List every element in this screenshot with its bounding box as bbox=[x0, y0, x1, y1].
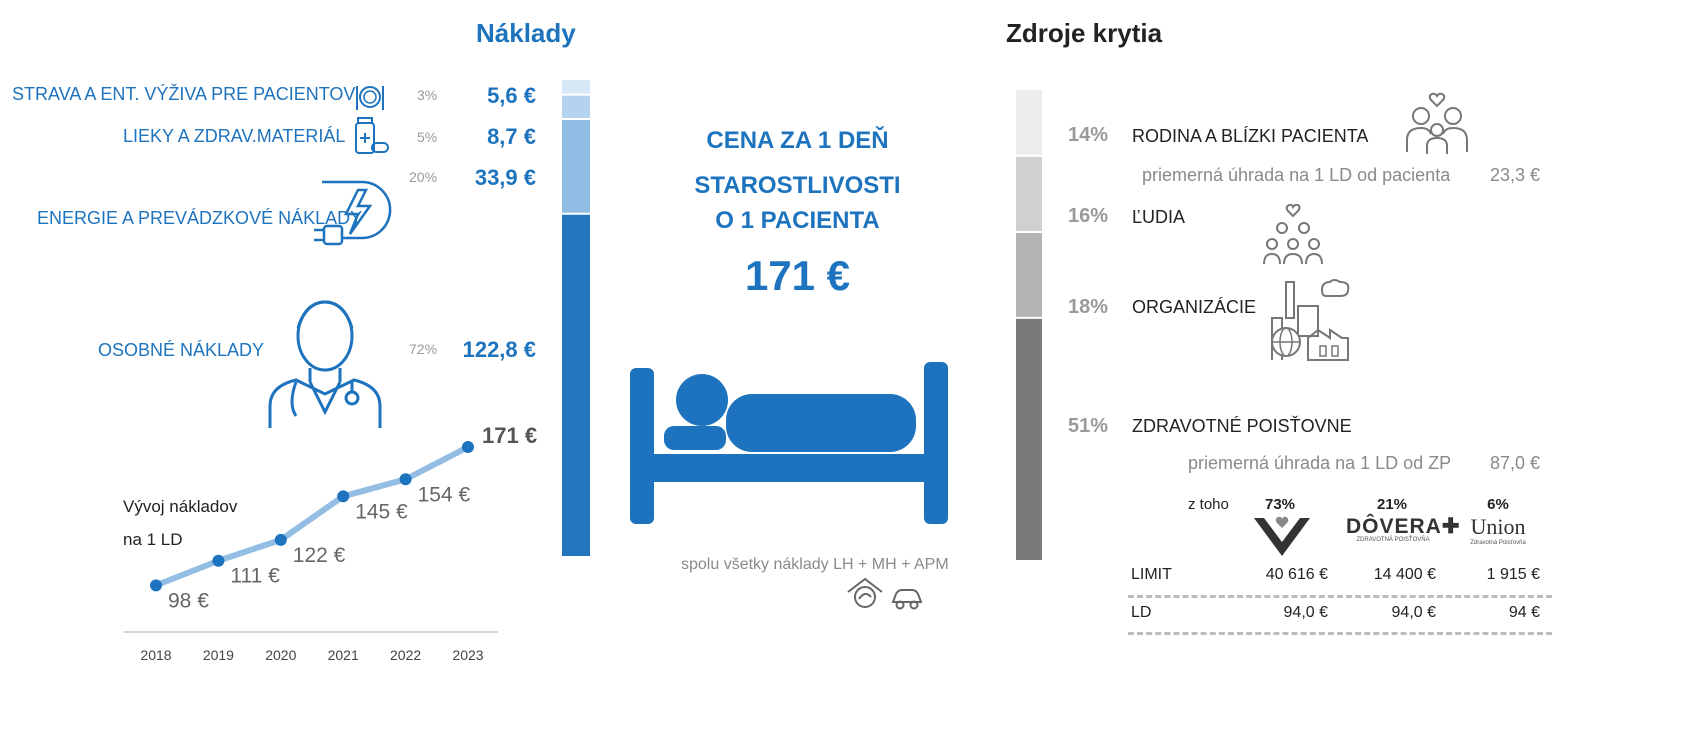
price-caption-line2: STAROSTLIVOSTI bbox=[694, 172, 901, 199]
costs-stacked-bar bbox=[562, 80, 590, 556]
food-plate-icon bbox=[356, 86, 384, 110]
vszp-logo bbox=[1254, 516, 1310, 556]
insurer-pct-vszp: 73% bbox=[1264, 496, 1296, 513]
data-label-2021: 145 € bbox=[355, 500, 408, 523]
zdroje-label-rodina: RODINA A BLÍZKI PACIENTA bbox=[1132, 126, 1369, 146]
family-note-label: priemerná úhrada na 1 LD od pacienta bbox=[1142, 165, 1451, 185]
limit-dovera: 14 400 € bbox=[1373, 566, 1436, 583]
source-segment-2 bbox=[1016, 233, 1042, 317]
zp-note-value: 87,0 € bbox=[1489, 453, 1540, 473]
naklady-label-osobne: OSOBNÉ NÁKLADY bbox=[98, 340, 265, 360]
data-point-2019 bbox=[212, 554, 225, 567]
ld-vszp: 94,0 € bbox=[1283, 604, 1328, 621]
dovera-logo-sub: ZDRAVOTNÁ POISŤOVŇA bbox=[1356, 537, 1430, 543]
cost-segment-1 bbox=[562, 95, 590, 118]
zdroje-label-poistovne: ZDRAVOTNÉ POISŤOVNE bbox=[1132, 416, 1352, 436]
data-point-2018 bbox=[150, 579, 162, 592]
bed-icon bbox=[630, 362, 948, 524]
x-tick-2020: 2020 bbox=[265, 647, 296, 663]
chart-title-line1: Vývoj nákladov bbox=[123, 497, 238, 516]
ld-union: 94 € bbox=[1508, 604, 1540, 621]
zdroje-pct-ludia: 16% bbox=[1067, 205, 1108, 227]
car-icon bbox=[891, 589, 923, 610]
ld-label: LD bbox=[1131, 604, 1152, 621]
data-label-2022: 154 € bbox=[418, 483, 471, 506]
chart-title: Vývoj nákladov na 1 LD bbox=[123, 490, 237, 556]
z-toho-label: z toho bbox=[1188, 496, 1229, 513]
series-line bbox=[154, 444, 470, 589]
data-label-2023: 171 € bbox=[482, 423, 537, 448]
naklady-title: Náklady bbox=[476, 18, 576, 48]
source-segment-0 bbox=[1016, 90, 1042, 155]
zdroje-label-ludia: ĽUDIA bbox=[1132, 207, 1186, 227]
naklady-label-strava: STRAVA A ENT. VÝŽIVA PRE PACIENTOV bbox=[12, 84, 356, 104]
naklady-pct-strava: 3% bbox=[417, 87, 438, 103]
union-logo: Union bbox=[1470, 514, 1526, 539]
medicine-icon bbox=[355, 117, 389, 154]
energy-plug-icon bbox=[314, 180, 392, 246]
x-tick-2019: 2019 bbox=[203, 647, 234, 663]
data-label-2019: 111 € bbox=[230, 565, 280, 588]
cost-segment-2 bbox=[562, 119, 590, 213]
people-icon bbox=[1263, 204, 1323, 265]
data-label-2020: 122 € bbox=[293, 544, 346, 567]
limit-label: LIMIT bbox=[1131, 566, 1172, 583]
price-caption: CENA ZA 1 DEŇ STAROSTLIVOSTI O 1 PACIENT… bbox=[630, 120, 965, 241]
factory-icon bbox=[1271, 279, 1350, 361]
zdroje-label-organizacie: ORGANIZÁCIE bbox=[1132, 297, 1257, 317]
naklady-value-osobne: 122,8 € bbox=[462, 337, 536, 362]
family-note-value: 23,3 € bbox=[1489, 165, 1540, 185]
x-tick-2023: 2023 bbox=[452, 647, 483, 663]
data-point-2023 bbox=[462, 441, 474, 454]
x-tick-2018: 2018 bbox=[140, 647, 171, 663]
cost-trend-chart: 2018 98 € 2019 111 € 2020 122 € 2021 145 € 2022 1… bbox=[124, 423, 537, 663]
family-icon bbox=[1406, 92, 1468, 154]
data-point-2020 bbox=[274, 533, 287, 546]
zdroje-pct-organizacie: 18% bbox=[1067, 296, 1108, 318]
dovera-logo: DÔVERA✚ bbox=[1346, 515, 1461, 538]
naklady-value-energie: 33,9 € bbox=[474, 165, 536, 190]
limit-vszp: 40 616 € bbox=[1265, 566, 1328, 583]
source-segment-3 bbox=[1016, 318, 1042, 560]
zdroje-pct-poistovne: 51% bbox=[1067, 415, 1108, 437]
data-point-2021 bbox=[337, 490, 350, 503]
home-care-icon bbox=[847, 577, 883, 608]
chart-title-line2: na 1 LD bbox=[123, 530, 183, 549]
cost-segment-3 bbox=[562, 214, 590, 556]
naklady-pct-osobne: 72% bbox=[409, 341, 438, 357]
source-segment-1 bbox=[1016, 156, 1042, 232]
limit-union: 1 915 € bbox=[1486, 566, 1540, 583]
zdroje-title: Zdroje krytia bbox=[1006, 18, 1163, 48]
naklady-pct-energie: 20% bbox=[409, 169, 438, 185]
naklady-value-strava: 5,6 € bbox=[487, 83, 536, 108]
naklady-pct-lieky: 5% bbox=[417, 129, 438, 145]
data-point-2022 bbox=[399, 473, 412, 486]
price-value: 171 € bbox=[744, 252, 851, 299]
zp-note-label: priemerná úhrada na 1 LD od ZP bbox=[1188, 453, 1452, 473]
union-logo-sub: Zdravotná Poisťovňa bbox=[1470, 540, 1526, 546]
insurer-pct-dovera: 21% bbox=[1376, 496, 1408, 513]
price-footnote: spolu všetky náklady LH + MH + APM bbox=[681, 556, 949, 573]
naklady-value-lieky: 8,7 € bbox=[487, 124, 536, 149]
insurer-pct-union: 6% bbox=[1487, 496, 1509, 513]
doctor-icon bbox=[268, 300, 382, 428]
cost-segment-0 bbox=[562, 80, 590, 94]
ld-divider bbox=[1128, 632, 1552, 635]
price-caption-line1: CENA ZA 1 DEŇ bbox=[706, 127, 889, 154]
zdroje-pct-rodina: 14% bbox=[1067, 124, 1108, 146]
naklady-label-lieky: LIEKY A ZDRAV.MATERIÁL bbox=[123, 126, 346, 146]
price-caption-line3: O 1 PACIENTA bbox=[715, 207, 880, 234]
sources-stacked-bar bbox=[1016, 90, 1042, 560]
data-label-2018: 98 € bbox=[168, 589, 209, 612]
x-tick-2021: 2021 bbox=[328, 647, 359, 663]
naklady-label-energie: ENERGIE A PREVÁDZKOVÉ NÁKLADY bbox=[37, 208, 363, 228]
limit-divider bbox=[1128, 595, 1552, 598]
x-tick-2022: 2022 bbox=[390, 647, 421, 663]
ld-dovera: 94,0 € bbox=[1391, 604, 1436, 621]
